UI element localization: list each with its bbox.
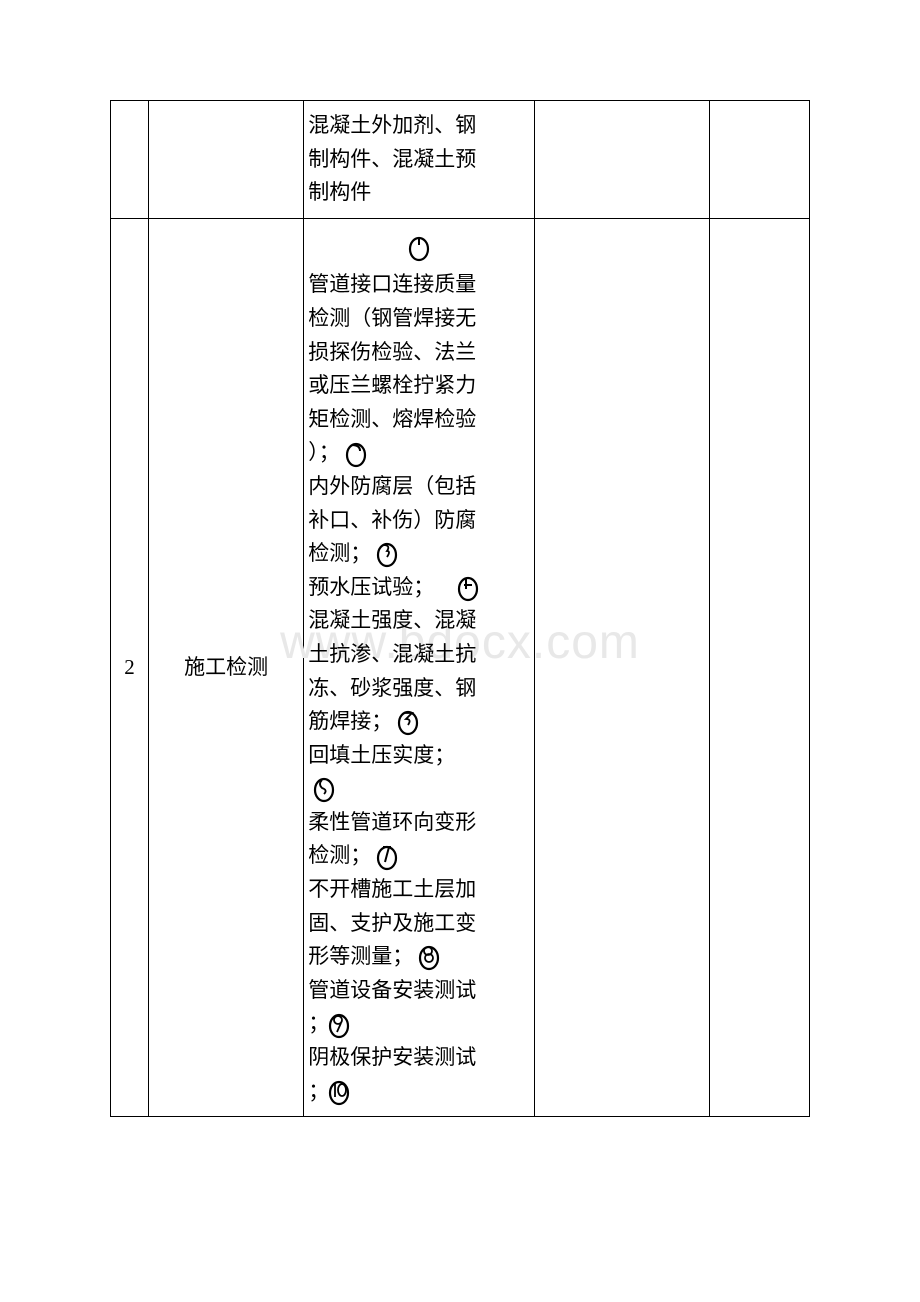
content-line: 混凝土外加剂、钢 (308, 113, 476, 137)
content-line: 冻、砂浆强度、钢 (308, 676, 476, 700)
circle-marker-icon (325, 1079, 353, 1107)
cell-num: 2 (111, 218, 149, 1116)
cell-content: 混凝土外加剂、钢 制构件、混凝土预 制构件 (304, 101, 534, 219)
content-line: 检测（钢管焊接无 (308, 306, 476, 330)
circle-marker-icon (415, 944, 443, 972)
inspection-table: 混凝土外加剂、钢 制构件、混凝土预 制构件 2 施工检测 管道接口连接质量 检测… (110, 100, 810, 1117)
content-line: 制构件 (308, 180, 371, 204)
cell-type: 施工检测 (149, 218, 304, 1116)
circle-marker-icon (394, 709, 422, 737)
content-line: 补口、补伤）防腐 (308, 508, 476, 532)
circle-marker-icon (342, 441, 370, 469)
cell-num (111, 101, 149, 219)
circle-marker-icon (310, 776, 338, 804)
table-row: 混凝土外加剂、钢 制构件、混凝土预 制构件 (111, 101, 810, 219)
cell-type (149, 101, 304, 219)
cell-col5 (709, 218, 809, 1116)
content-line: 土抗渗、混凝土抗 (308, 642, 476, 666)
content-line: 不开槽施工土层加 (308, 877, 476, 901)
content-line: 管道设备安装测试 (308, 978, 476, 1002)
cell-col5 (709, 101, 809, 219)
circle-marker-icon (405, 235, 433, 263)
content-line: 损探伤检验、法兰 (308, 340, 476, 364)
content-line: 内外防腐层（包括 (308, 474, 476, 498)
content-line: 矩检测、熔焊检验 (308, 407, 476, 431)
cell-content: 管道接口连接质量 检测（钢管焊接无 损探伤检验、法兰 或压兰螺栓拧紧力 矩检测、… (304, 218, 534, 1116)
content-line: 或压兰螺栓拧紧力 (308, 373, 476, 397)
content-line: 阴极保护安装测试 (308, 1045, 476, 1069)
content-line: 回填土压实度； (308, 743, 455, 767)
page-container: 混凝土外加剂、钢 制构件、混凝土预 制构件 2 施工检测 管道接口连接质量 检测… (0, 0, 920, 1217)
content-line: 管道接口连接质量 (308, 272, 476, 296)
circle-marker-icon (373, 541, 401, 569)
circle-marker-icon (373, 844, 401, 872)
content-line: 柔性管道环向变形 (308, 810, 476, 834)
circle-marker-icon (454, 575, 482, 603)
content-line: 制构件、混凝土预 (308, 147, 476, 171)
table-row: 2 施工检测 管道接口连接质量 检测（钢管焊接无 损探伤检验、法兰 或压兰螺栓拧… (111, 218, 810, 1116)
cell-col4 (534, 218, 709, 1116)
circle-marker-icon (325, 1012, 353, 1040)
cell-col4 (534, 101, 709, 219)
content-line: 混凝土强度、混凝 (308, 608, 476, 632)
content-line: 固、支护及施工变 (308, 911, 476, 935)
